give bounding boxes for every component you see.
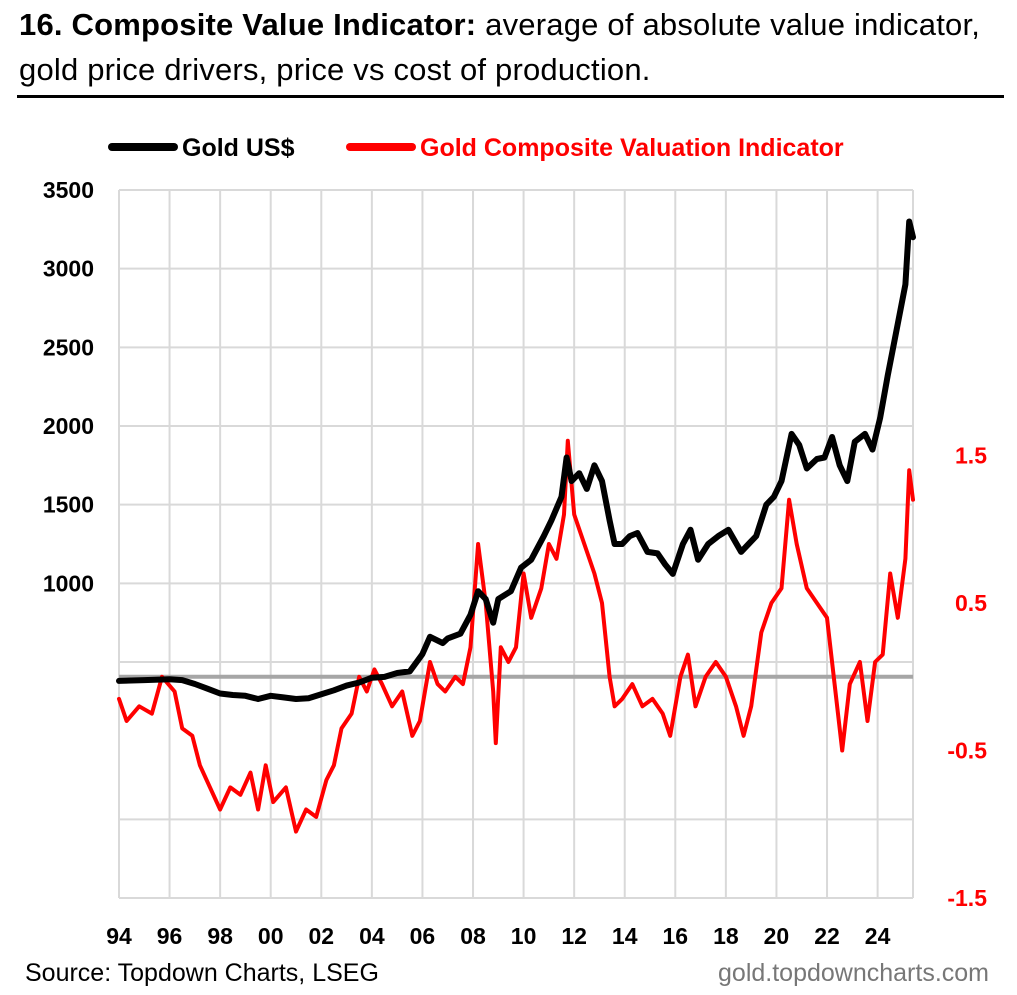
x-axis-tick-label: 14: [612, 923, 638, 949]
gold-price-line: [116, 218, 916, 702]
x-axis-tick-label: 96: [157, 923, 183, 949]
x-axis-tick-label: 04: [359, 923, 385, 949]
series-lines: [116, 218, 916, 834]
left-axis-tick-label: 3500: [43, 177, 94, 203]
legend-label-gold: Gold US$: [182, 134, 295, 162]
x-axis-tick-label: 10: [511, 923, 537, 949]
source-note: Source: Topdown Charts, LSEG: [25, 959, 379, 987]
x-axis-tick-label: 00: [258, 923, 284, 949]
grid: [118, 189, 914, 899]
right-axis-tick-label: 1.5: [955, 443, 987, 469]
x-axis-tick-label: 02: [308, 923, 334, 949]
x-axis-tick-label: 18: [713, 923, 739, 949]
title-rest: average of absolute value indicator, gol…: [19, 7, 981, 87]
legend-label-indicator: Gold Composite Valuation Indicator: [420, 134, 844, 162]
left-axis-tick-label: 3000: [43, 256, 94, 282]
x-axis-tick-label: 20: [764, 923, 790, 949]
indicator-line: [117, 438, 915, 834]
x-axis-tick-label: 94: [106, 923, 132, 949]
title-rule: [17, 95, 1004, 98]
source-url: gold.topdowncharts.com: [718, 959, 989, 987]
x-axis-tick-label: 08: [460, 923, 486, 949]
legend: Gold US$ Gold Composite Valuation Indica…: [108, 134, 844, 162]
x-axis-tick-label: 16: [663, 923, 689, 949]
title-bold: 16. Composite Value Indicator:: [19, 7, 477, 42]
x-axis-tick-label: 98: [207, 923, 233, 949]
left-axis-tick-label: 1000: [43, 570, 94, 596]
x-axis-tick-label: 24: [865, 923, 891, 949]
right-axis-tick-label: 0.5: [955, 590, 987, 616]
left-axis-tick-label: 2000: [43, 413, 94, 439]
x-axis-tick-label: 06: [410, 923, 436, 949]
left-axis-tick-label: 2500: [43, 334, 94, 360]
right-axis-tick-label: -1.5: [947, 885, 987, 911]
chart-title: 16. Composite Value Indicator: average o…: [19, 2, 999, 92]
axis-ticks: 3500300025002000150010001.50.5-0.5-1.594…: [43, 177, 987, 949]
left-axis-tick-label: 1500: [43, 492, 94, 518]
x-axis-tick-label: 22: [814, 923, 840, 949]
x-axis-tick-label: 12: [561, 923, 587, 949]
right-axis-tick-label: -0.5: [947, 738, 987, 764]
